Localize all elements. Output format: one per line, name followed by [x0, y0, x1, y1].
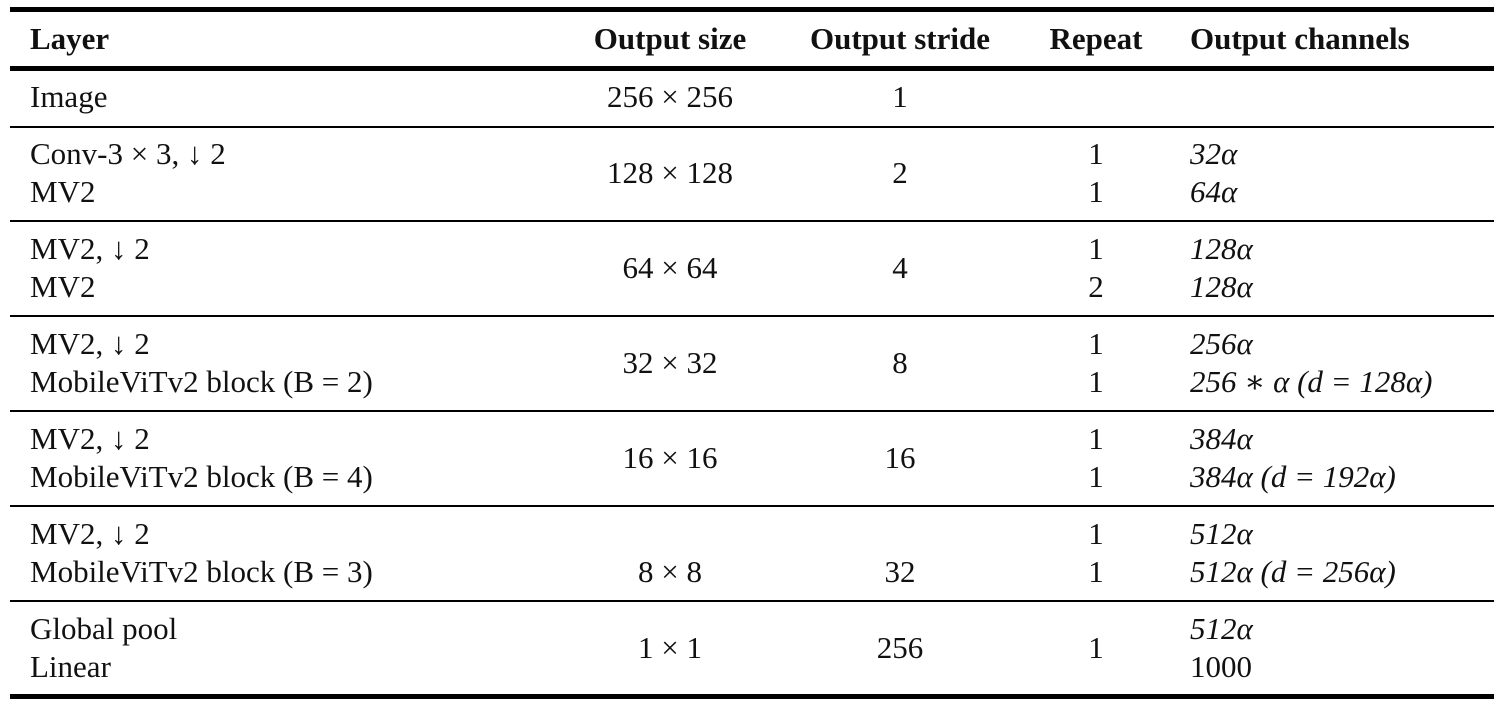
layer-cell: MV2 [30, 174, 96, 209]
output-stride-cell: 2 [892, 155, 908, 190]
channels-cell: 32α [1190, 136, 1238, 171]
output-size-cell: 128 × 128 [607, 155, 733, 190]
layer-cell: Linear [30, 649, 111, 684]
channels-cell: 128α [1190, 269, 1253, 304]
repeat-cell: 1 [1088, 516, 1104, 551]
output-size-cell: 16 × 16 [622, 440, 718, 475]
output-size-cell: 1 × 1 [638, 630, 702, 665]
repeat-cell: 2 [1088, 269, 1104, 304]
repeat-cell: 1 [1088, 326, 1104, 361]
top-rule [10, 7, 1494, 12]
channels-cell: 384α [1190, 421, 1253, 456]
output-stride-cell: 16 [884, 440, 916, 475]
layer-cell: MobileViTv2 block (B = 3) [30, 554, 373, 589]
header-output-channels: Output channels [1190, 21, 1410, 56]
header-output-size: Output size [593, 21, 747, 56]
channels-cell: 384α (d = 192α) [1190, 459, 1396, 494]
channels-cell: 64α [1190, 174, 1238, 209]
output-size-cell: 8 × 8 [638, 554, 702, 589]
output-stride-cell: 32 [884, 554, 916, 589]
repeat-cell: 1 [1088, 630, 1104, 665]
row-divider [10, 505, 1494, 507]
layer-cell: MV2 [30, 269, 96, 304]
layer-cell: MobileViTv2 block (B = 2) [30, 364, 373, 399]
header-output-stride: Output stride [810, 21, 990, 56]
output-size-cell: 64 × 64 [622, 250, 718, 285]
layer-cell: Global pool [30, 611, 178, 646]
layer-cell: MobileViTv2 block (B = 4) [30, 459, 373, 494]
repeat-cell: 1 [1088, 459, 1104, 494]
repeat-cell: 1 [1088, 554, 1104, 589]
layer-cell: MV2, ↓ 2 [30, 326, 150, 361]
row-divider [10, 315, 1494, 317]
channels-cell: 256 ∗ α (d = 128α) [1190, 364, 1433, 399]
channels-cell: 1000 [1190, 649, 1252, 684]
repeat-cell: 1 [1088, 231, 1104, 266]
repeat-cell: 1 [1088, 136, 1104, 171]
channels-cell: 256α [1190, 326, 1253, 361]
output-size-cell: 256 × 256 [607, 79, 733, 114]
layer-cell: Conv-3 × 3, ↓ 2 [30, 136, 226, 171]
output-stride-cell: 4 [892, 250, 908, 285]
row-divider [10, 220, 1494, 222]
output-size-cell: 32 × 32 [622, 345, 718, 380]
layer-cell: MV2, ↓ 2 [30, 516, 150, 551]
header-repeat: Repeat [1049, 21, 1143, 56]
output-stride-cell: 256 [876, 630, 924, 665]
channels-cell: 128α [1190, 231, 1253, 266]
bottom-rule [10, 694, 1494, 699]
output-stride-cell: 8 [892, 345, 908, 380]
repeat-cell: 1 [1088, 421, 1104, 456]
output-stride-cell: 1 [892, 79, 908, 114]
channels-cell: 512α [1190, 611, 1253, 646]
header-layer: Layer [30, 21, 110, 56]
row-divider [10, 600, 1494, 602]
layer-cell: Image [30, 79, 108, 114]
row-divider [10, 126, 1494, 128]
header-rule [10, 66, 1494, 71]
channels-cell: 512α [1190, 516, 1253, 551]
repeat-cell: 1 [1088, 174, 1104, 209]
row-divider [10, 410, 1494, 412]
layer-cell: MV2, ↓ 2 [30, 421, 150, 456]
repeat-cell: 1 [1088, 364, 1104, 399]
channels-cell: 512α (d = 256α) [1190, 554, 1396, 589]
layer-cell: MV2, ↓ 2 [30, 231, 150, 266]
